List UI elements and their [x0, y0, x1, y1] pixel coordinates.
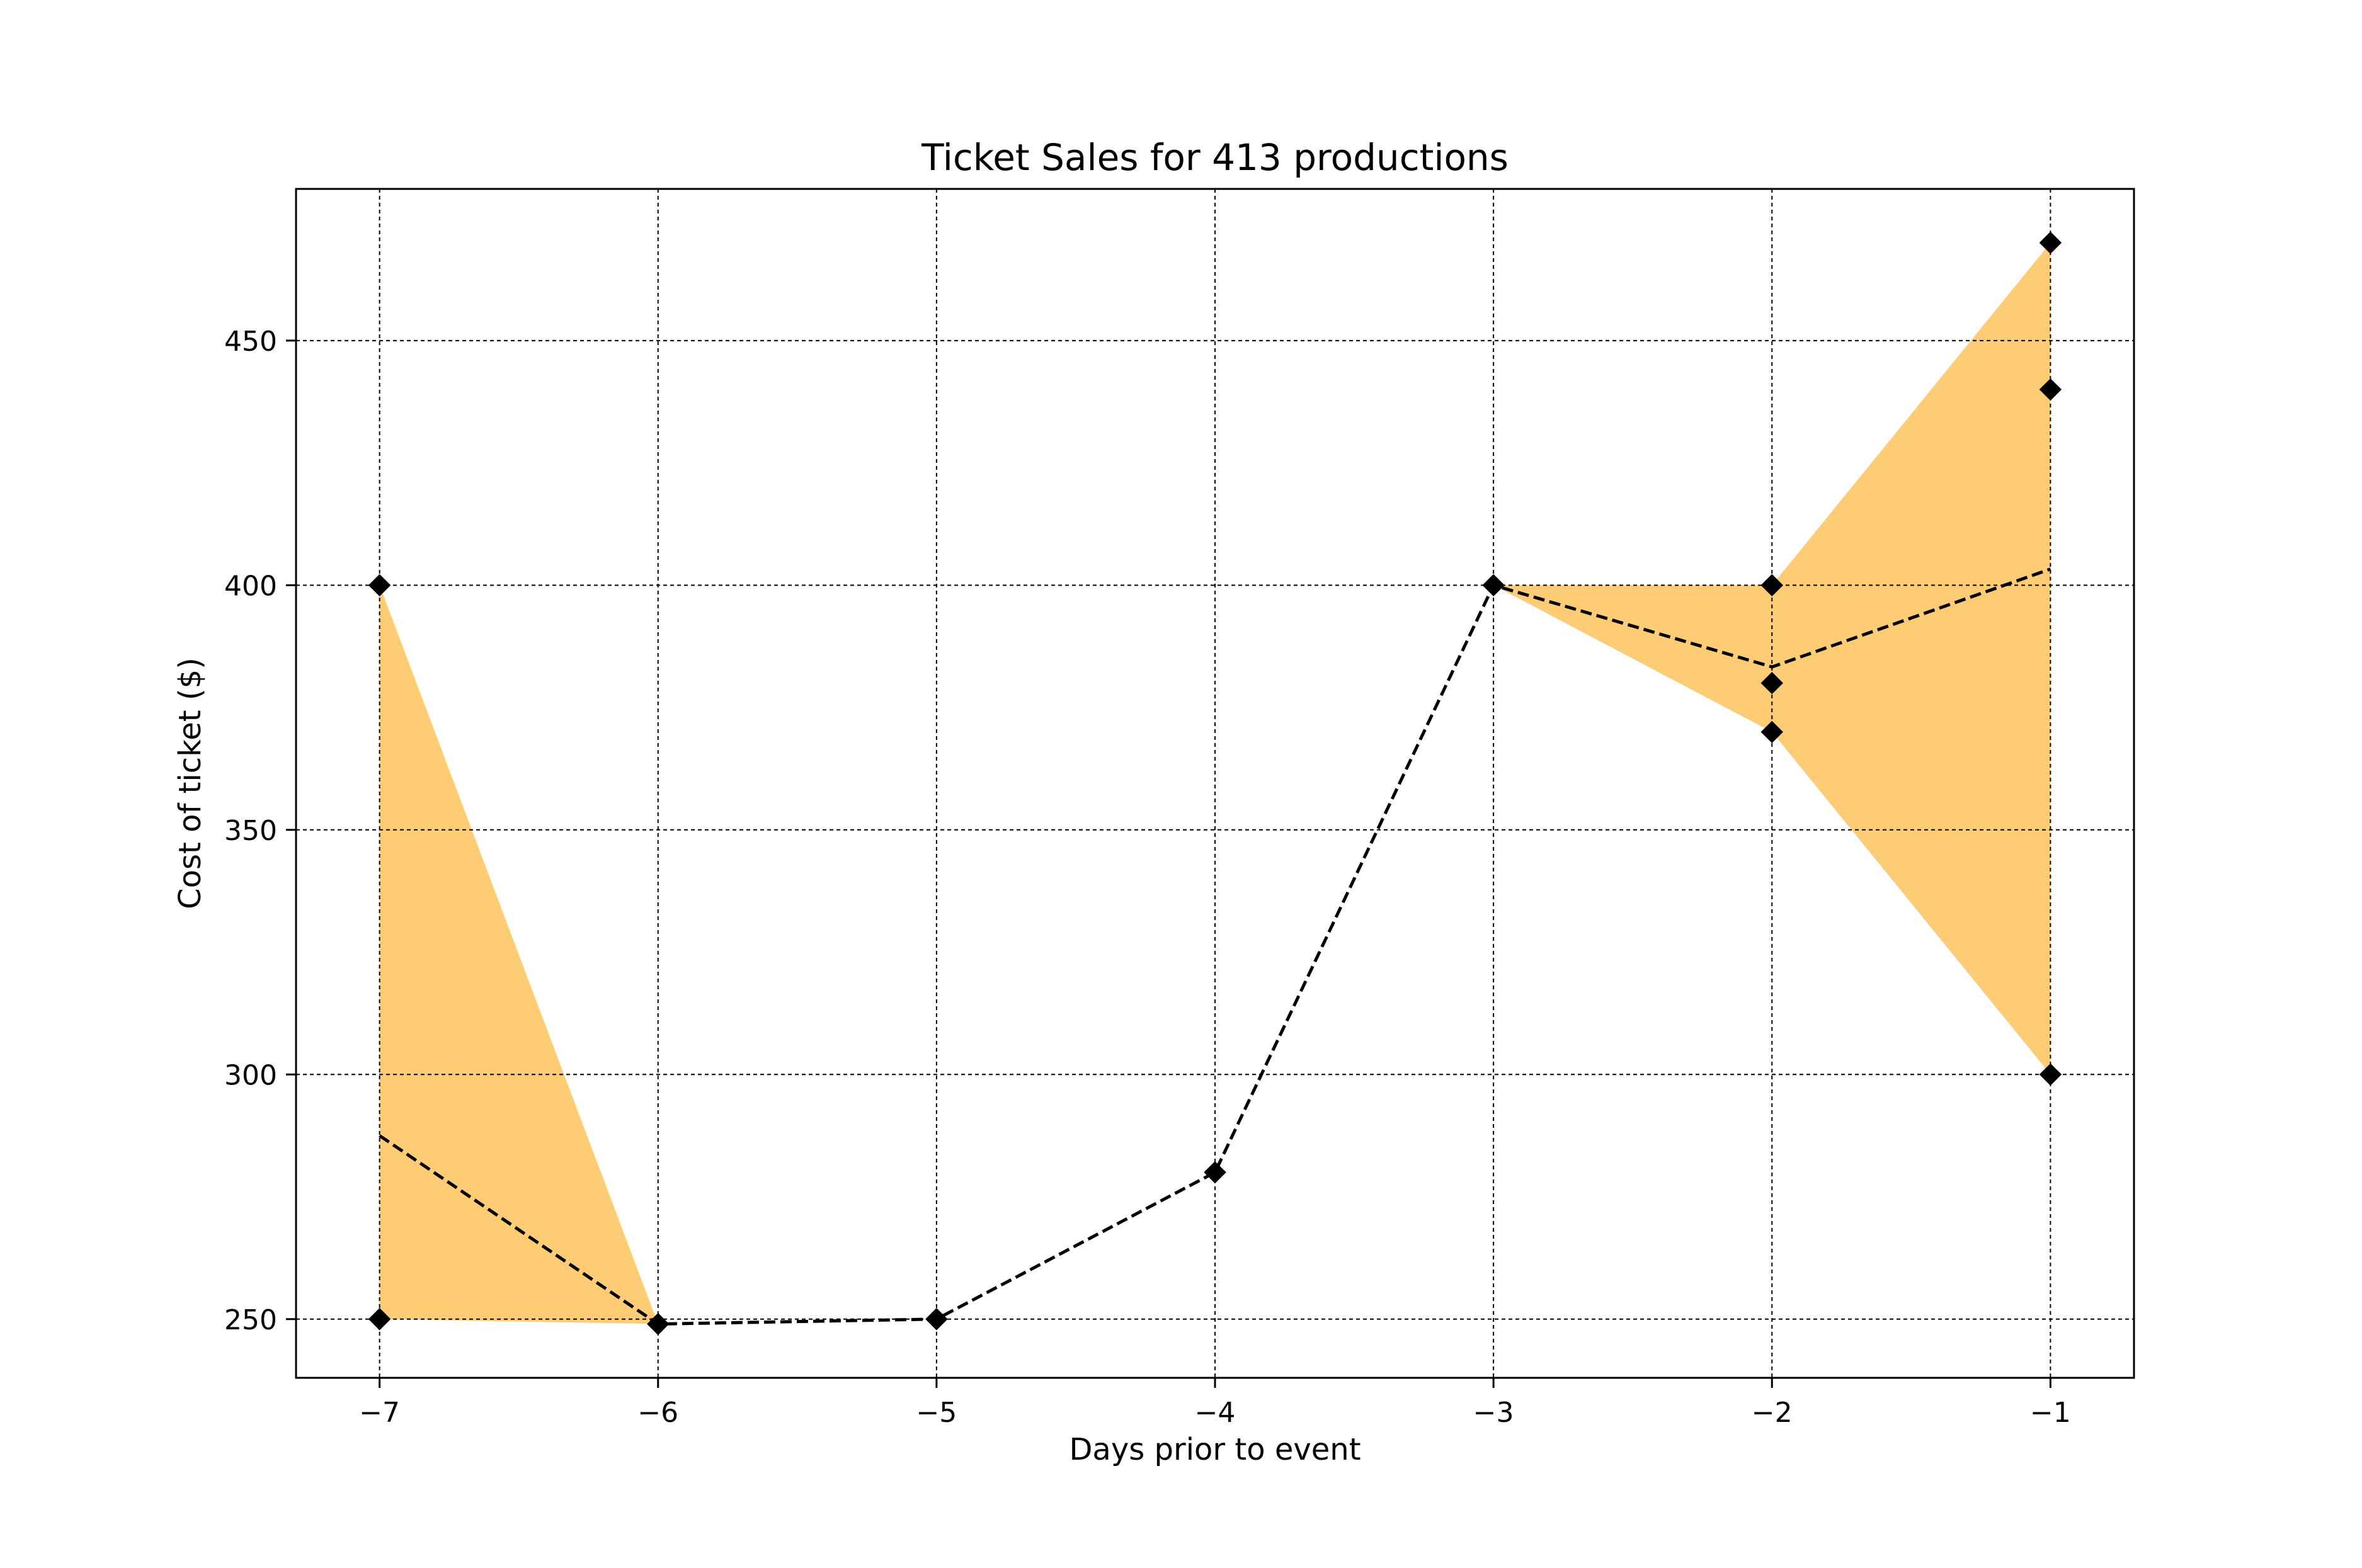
- x-axis-title: Days prior to event: [1069, 1432, 1361, 1467]
- data-point: [1760, 574, 1783, 597]
- y-axis-title: Cost of ticket ($): [173, 657, 208, 909]
- y-tick-label: 450: [224, 326, 277, 358]
- tick-layer: −7 −6 −5 −4 −3 −2 −1 250 300 350 400 450: [224, 326, 2071, 1429]
- x-tick-label: −5: [916, 1397, 957, 1429]
- data-point: [1760, 672, 1783, 695]
- data-point: [2039, 1063, 2062, 1086]
- data-point-layer: [368, 231, 2062, 1336]
- x-tick-label: −2: [1752, 1397, 1793, 1429]
- x-tick-label: −6: [637, 1397, 678, 1429]
- y-tick-label: 400: [224, 570, 277, 602]
- data-point: [1482, 574, 1505, 597]
- data-point: [368, 1308, 391, 1331]
- data-point: [647, 1312, 670, 1336]
- data-point: [1204, 1161, 1226, 1184]
- x-tick-label: −7: [359, 1397, 400, 1429]
- range-band: [379, 242, 2051, 1324]
- data-point: [368, 574, 391, 597]
- y-tick-label: 250: [224, 1304, 277, 1336]
- x-tick-label: −1: [2030, 1397, 2071, 1429]
- data-point: [1760, 720, 1783, 744]
- x-tick-label: −3: [1473, 1397, 1514, 1429]
- chart-title: Ticket Sales for 413 productions: [921, 136, 1509, 179]
- y-tick-label: 350: [224, 815, 277, 847]
- range-band-layer: [379, 242, 2051, 1324]
- data-point: [925, 1308, 948, 1331]
- data-point: [2039, 231, 2062, 254]
- y-tick-label: 300: [224, 1059, 277, 1091]
- data-point: [2039, 378, 2062, 401]
- x-tick-label: −4: [1195, 1397, 1236, 1429]
